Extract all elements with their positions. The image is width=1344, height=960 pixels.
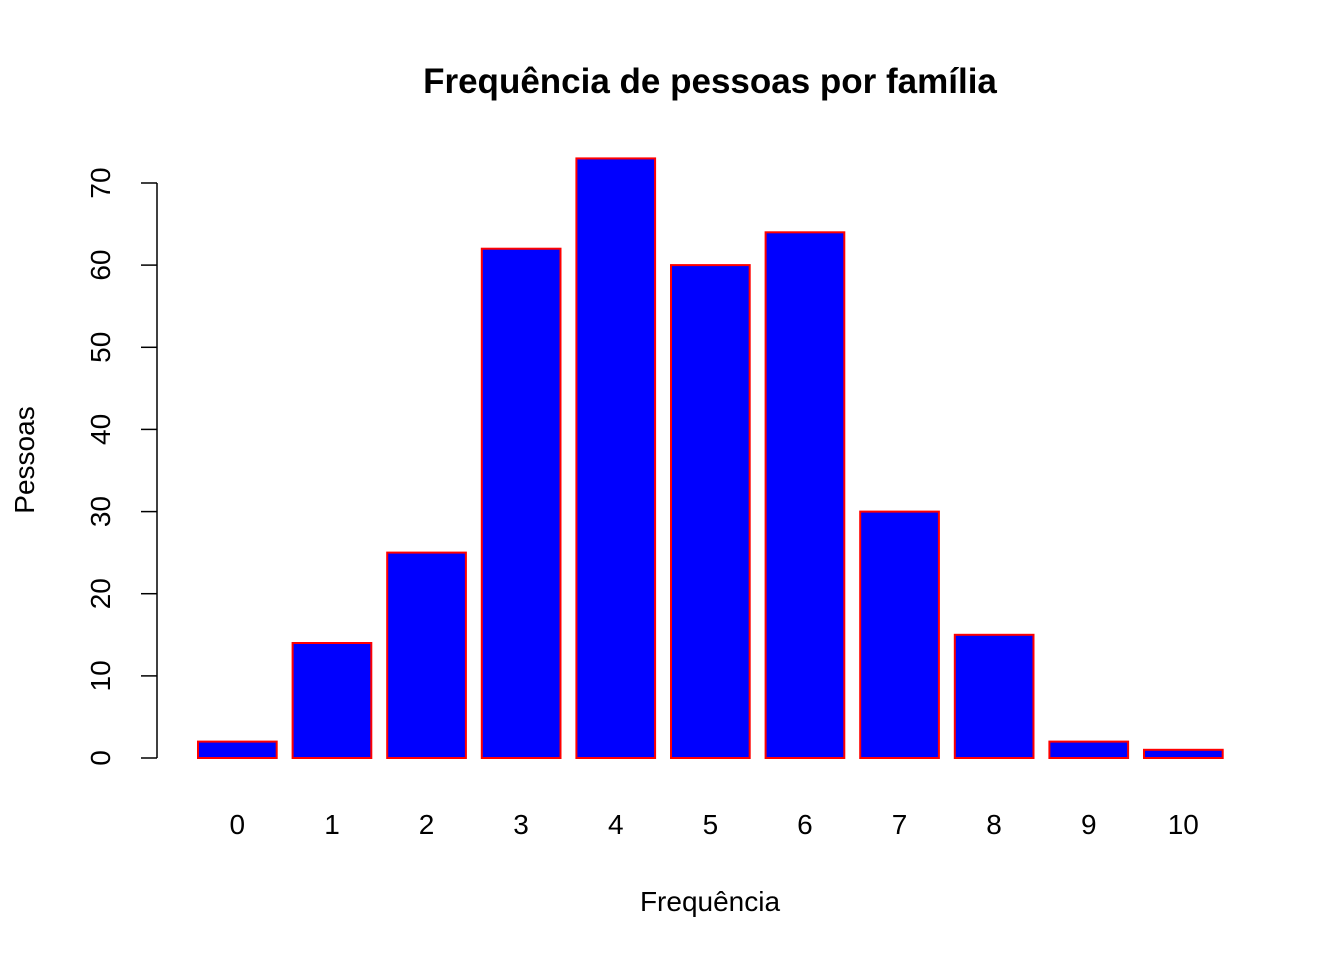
x-tick-label-10: 10 bbox=[1168, 809, 1199, 840]
bar-10 bbox=[1143, 748, 1224, 759]
x-tick-label-5: 5 bbox=[703, 809, 719, 840]
y-tick-label-20: 20 bbox=[85, 578, 116, 609]
y-tick-label-50: 50 bbox=[85, 332, 116, 363]
bars bbox=[197, 157, 1224, 760]
bar-4 bbox=[575, 157, 657, 759]
bar-2 bbox=[386, 551, 467, 759]
x-tick-label-4: 4 bbox=[608, 809, 624, 840]
bar-3 bbox=[480, 247, 562, 759]
x-tick-label-3: 3 bbox=[513, 809, 529, 840]
bar-7 bbox=[859, 510, 940, 759]
bar-8 bbox=[953, 633, 1035, 759]
x-tick-label-9: 9 bbox=[1081, 809, 1097, 840]
x-axis-label: Frequência bbox=[640, 886, 781, 917]
x-tick-label-2: 2 bbox=[419, 809, 435, 840]
x-tick-label-7: 7 bbox=[892, 809, 908, 840]
bar-0 bbox=[197, 740, 278, 759]
bar-5 bbox=[670, 264, 751, 759]
x-tick-label-8: 8 bbox=[986, 809, 1002, 840]
y-tick-label-0: 0 bbox=[85, 750, 116, 766]
bar-9 bbox=[1048, 740, 1130, 759]
chart-title: Frequência de pessoas por família bbox=[423, 62, 997, 101]
bar-1 bbox=[291, 642, 373, 759]
x-tick-label-0: 0 bbox=[230, 809, 246, 840]
bar-6 bbox=[764, 231, 846, 760]
y-axis-label: Pessoas bbox=[9, 406, 40, 513]
y-tick-label-30: 30 bbox=[85, 496, 116, 527]
y-tick-label-70: 70 bbox=[85, 167, 116, 198]
x-tick-label-6: 6 bbox=[797, 809, 813, 840]
y-tick-label-40: 40 bbox=[85, 414, 116, 445]
x-tick-label-1: 1 bbox=[324, 809, 340, 840]
y-axis: 0 10 20 30 40 50 60 70 bbox=[85, 167, 158, 766]
y-tick-label-60: 60 bbox=[85, 250, 116, 281]
y-tick-label-10: 10 bbox=[85, 660, 116, 691]
x-axis-tick-labels: 0 1 2 3 4 5 6 7 8 9 10 bbox=[230, 809, 1199, 840]
